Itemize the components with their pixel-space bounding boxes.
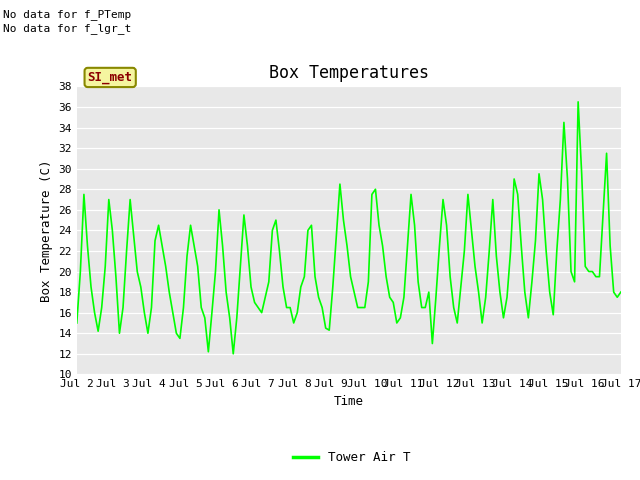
Legend: Tower Air T: Tower Air T bbox=[288, 446, 416, 469]
Text: No data for f_PTemp: No data for f_PTemp bbox=[3, 9, 131, 20]
Title: Box Temperatures: Box Temperatures bbox=[269, 64, 429, 82]
Text: No data for f_lgr_t: No data for f_lgr_t bbox=[3, 23, 131, 34]
Y-axis label: Box Temperature (C): Box Temperature (C) bbox=[40, 159, 53, 301]
X-axis label: Time: Time bbox=[334, 395, 364, 408]
Text: SI_met: SI_met bbox=[88, 71, 132, 84]
